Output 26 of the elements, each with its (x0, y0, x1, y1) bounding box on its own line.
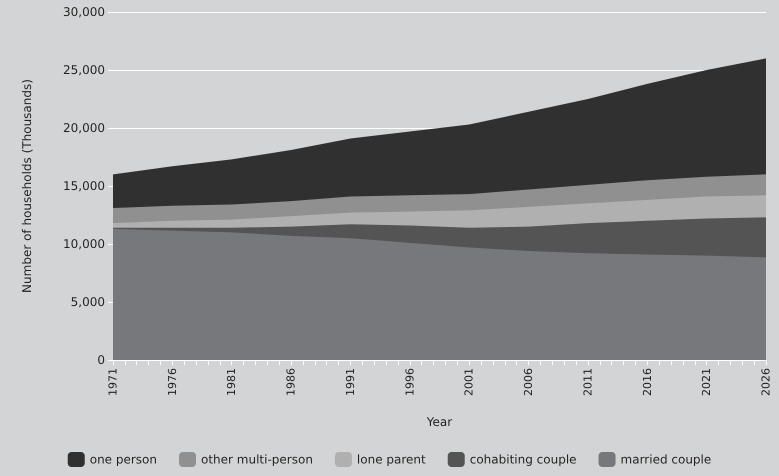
y-axis-title: Number of households (Thousands) (20, 79, 34, 293)
legend-label: cohabiting couple (470, 452, 577, 466)
legend-label: lone parent (356, 452, 426, 466)
x-tick-label: 1996 (403, 368, 416, 396)
y-tick-label: 25,000 (63, 63, 105, 77)
x-tick-label: 2016 (640, 368, 654, 396)
x-tick-label: 2006 (522, 368, 536, 396)
x-axis-title: Year (426, 415, 452, 429)
x-tick-label: 2011 (581, 368, 594, 396)
y-tick-label: 30,000 (63, 5, 105, 19)
y-tick-label: 0 (97, 353, 105, 367)
y-tick-label: 20,000 (63, 121, 105, 135)
x-tick-label: 2001 (462, 368, 476, 396)
x-tick-label: 1981 (225, 368, 238, 396)
legend-label: other multi-person (201, 452, 313, 466)
x-tick-label: 1976 (166, 368, 179, 396)
x-tick-label: 1991 (344, 368, 357, 396)
y-tick-label: 5,000 (70, 295, 105, 309)
x-tick-label: 1971 (106, 368, 120, 396)
x-tick-label: 2026 (760, 368, 772, 396)
x-tick-label: 2021 (700, 368, 714, 396)
y-tick-label: 15,000 (63, 179, 105, 193)
y-tick-label: 10,000 (63, 237, 105, 251)
legend-label: one person (90, 452, 158, 466)
legend-label: married couple (620, 452, 712, 466)
x-tick-label: 1986 (284, 368, 298, 396)
